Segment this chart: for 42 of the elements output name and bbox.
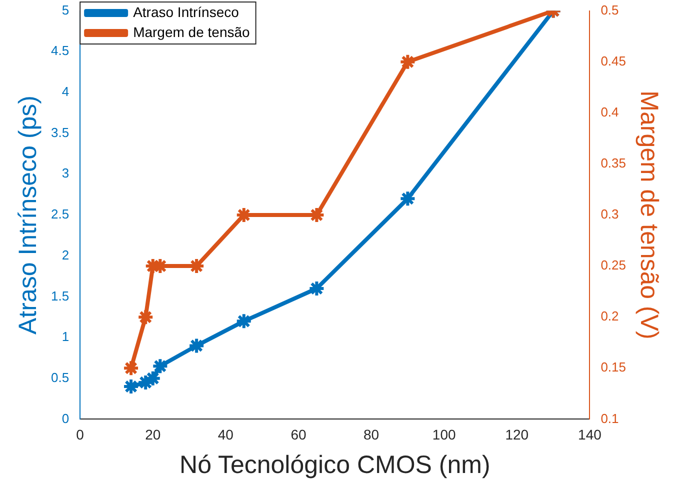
y2-tick-label: 0.35 (600, 156, 626, 171)
point (137, 308, 154, 326)
legend-label: Margem de tensão (133, 24, 250, 40)
y-tick-label: 4 (62, 84, 70, 100)
point (122, 360, 140, 377)
legend-label: Atraso Intrínseco (133, 4, 240, 20)
point (399, 53, 416, 70)
x-tick-label: 40 (218, 426, 234, 442)
point (399, 190, 416, 208)
x-tick-label: 100 (432, 426, 456, 442)
y-tick-label: 0.5 (50, 370, 70, 385)
x-tick-label: 80 (364, 426, 380, 442)
y-tick-label: 1.5 (50, 288, 70, 304)
y-tick-label: 4.5 (50, 43, 70, 58)
y2-tick-label: 0.2 (600, 308, 619, 324)
y2-tick-label: 0.25 (600, 258, 626, 273)
point (122, 378, 140, 396)
y2-tick-label: 0.15 (600, 360, 626, 375)
y2-tick-label: 0.5 (600, 2, 619, 18)
y-axis-title: Atraso Intrínseco (ps) (14, 96, 42, 334)
y2-tick-label: 0.3 (600, 206, 619, 222)
y-tick-label: 1 (62, 329, 70, 344)
x-tick-label: 140 (578, 426, 602, 442)
y2-tick-label: 0.4 (600, 104, 619, 120)
x-axis-title: Nó Tecnológico CMOS (nm) (180, 450, 490, 479)
point (188, 337, 206, 354)
x-tick-label: 20 (145, 426, 161, 442)
x-tick-label: 120 (505, 426, 529, 442)
y2-tick-label: 0.45 (600, 53, 626, 68)
point (152, 358, 169, 375)
y-tick-label: 3.5 (50, 124, 70, 140)
y-tick-label: 2 (62, 247, 70, 262)
y2-tick-label: 0.1 (600, 410, 619, 426)
x-tick-label: 60 (290, 426, 306, 442)
y-tick-label: 5 (62, 2, 70, 18)
point (235, 312, 252, 330)
point (308, 280, 326, 298)
y2-axis-title: Margem de tensão (V) (635, 90, 664, 340)
y-tick-label: 3 (62, 166, 70, 181)
y-tick-label: 2.5 (50, 206, 70, 222)
x-tick-label: 0 (76, 426, 84, 442)
y-tick-label: 0 (62, 410, 70, 426)
